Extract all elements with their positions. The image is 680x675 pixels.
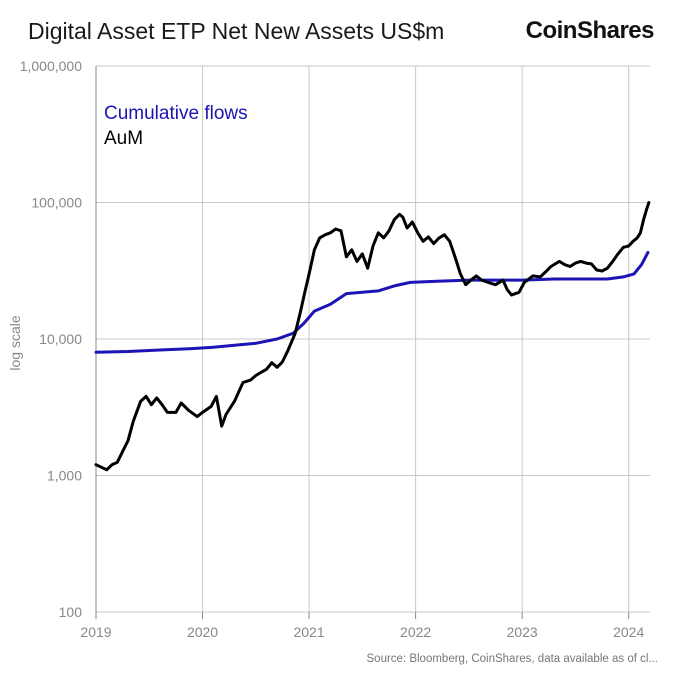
x-tick-label: 2022 bbox=[400, 624, 431, 640]
coinshares-logo: CoinShares bbox=[525, 17, 655, 44]
x-tick-label: 2024 bbox=[613, 624, 644, 640]
source-note: Source: Bloomberg, CoinShares, data avai… bbox=[366, 653, 659, 665]
x-tick-label: 2023 bbox=[507, 624, 538, 640]
y-tick-label: 1,000 bbox=[47, 468, 82, 484]
legend: Cumulative flows AuM bbox=[104, 103, 248, 149]
y-axis-label: log scale bbox=[7, 315, 23, 370]
y-tick-label: 100 bbox=[59, 604, 83, 620]
series-lines bbox=[94, 201, 651, 472]
legend-entry-aum: AuM bbox=[104, 128, 143, 149]
grid bbox=[95, 65, 650, 619]
series-line-aum bbox=[94, 201, 651, 472]
legend-entry-cumulative-flows: Cumulative flows bbox=[104, 103, 248, 124]
y-tick-label: 1,000,000 bbox=[20, 58, 82, 74]
x-tick-label: 2019 bbox=[80, 624, 111, 640]
series-line-cumulative-flows bbox=[94, 251, 650, 354]
y-tick-label: 10,000 bbox=[39, 331, 82, 347]
chart-title: Digital Asset ETP Net New Assets US$m bbox=[28, 18, 445, 44]
x-tick-label: 2021 bbox=[293, 624, 324, 640]
y-tick-label: 100,000 bbox=[31, 195, 82, 211]
tick-labels: 100 1,000 10,000 100,000 1,000,000 2019 2020 20… bbox=[20, 58, 645, 640]
x-tick-label: 2020 bbox=[187, 624, 218, 640]
